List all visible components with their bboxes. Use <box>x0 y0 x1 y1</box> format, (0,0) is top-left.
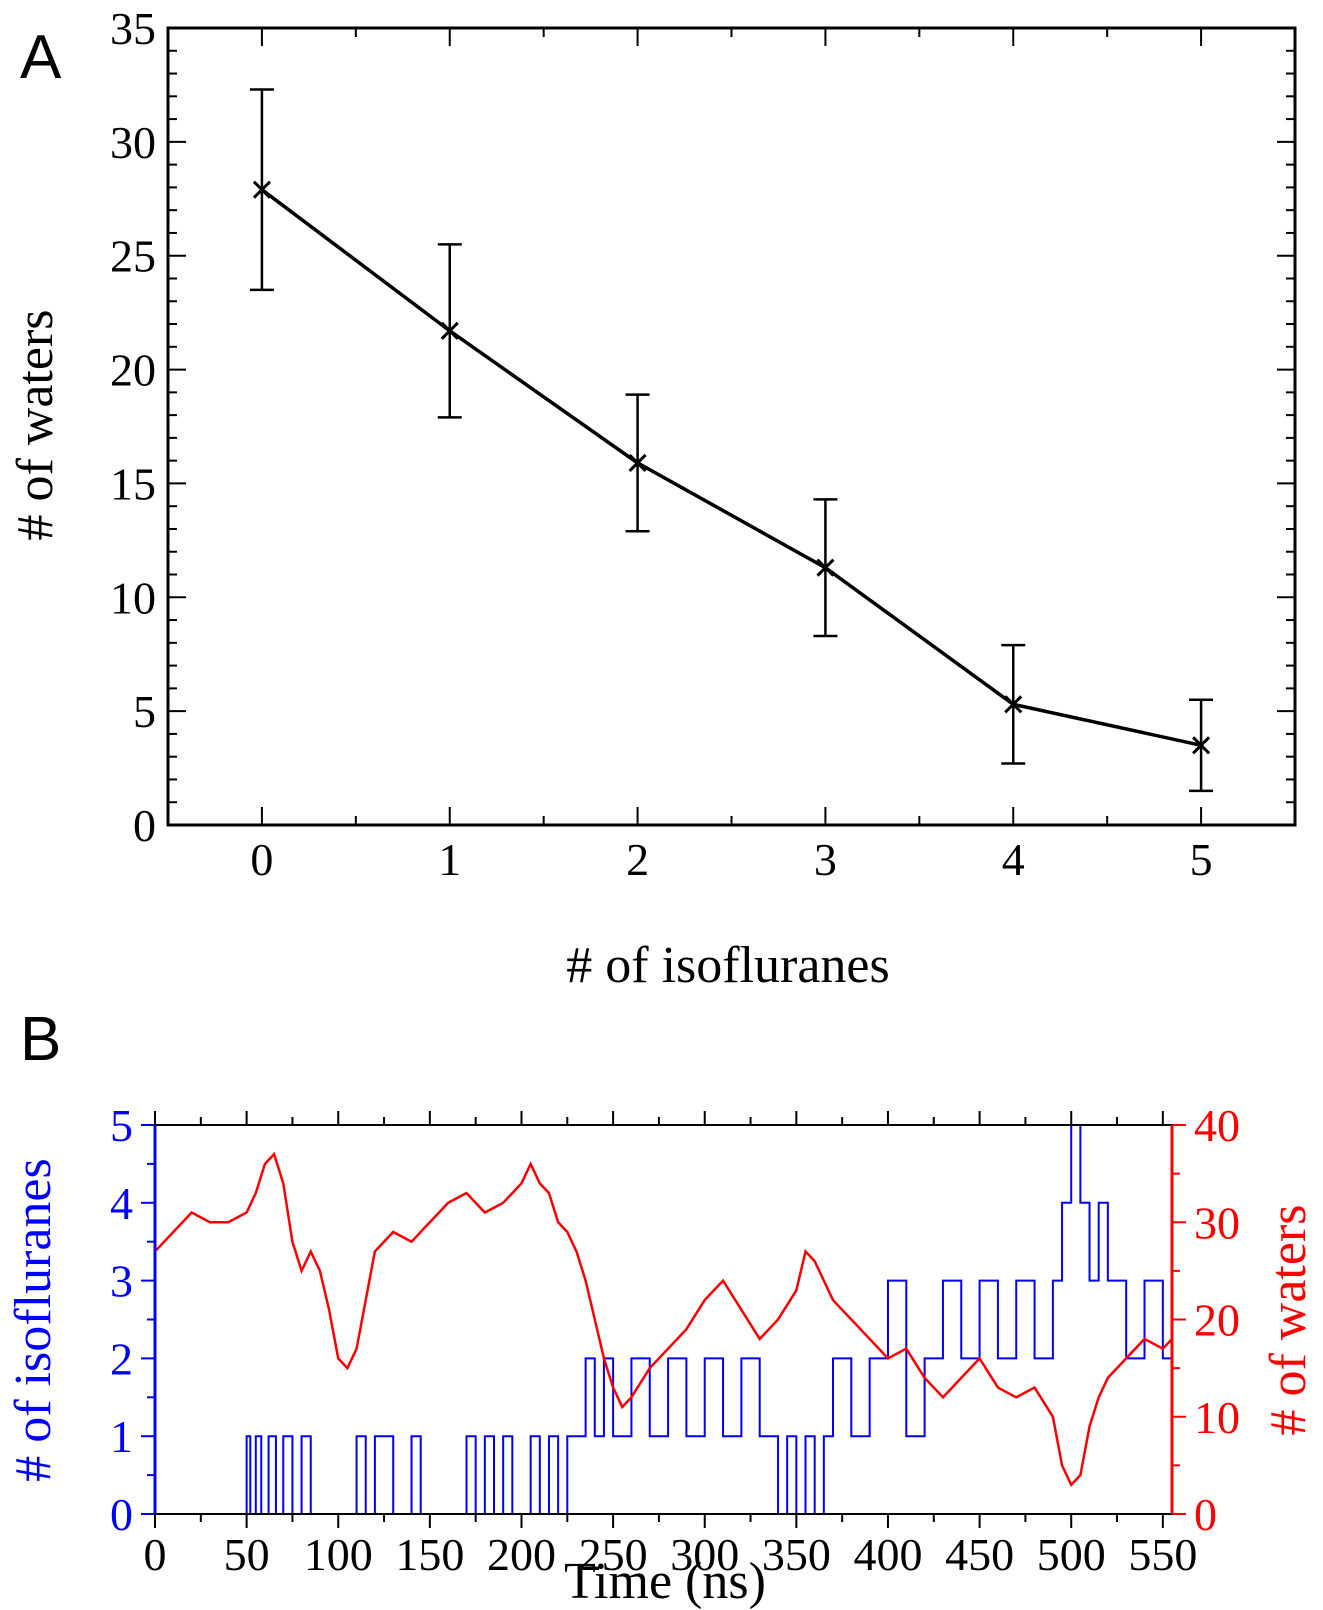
x-tick-label: 3 <box>814 834 837 885</box>
left-y-tick-label: 0 <box>110 1489 133 1540</box>
x-tick-label: 300 <box>670 1529 739 1580</box>
x-tick-label: 1 <box>438 834 461 885</box>
panel-a-ticks: 0 1 2 3 4 5 0 5 10 15 20 25 30 35 <box>110 3 1295 885</box>
right-y-tick-label: 20 <box>1194 1295 1240 1346</box>
water-count-line <box>260 188 1202 748</box>
right-y-tick-label: 30 <box>1194 1197 1240 1248</box>
x-tick-label: 5 <box>1190 834 1213 885</box>
x-tick-label: 400 <box>853 1529 922 1580</box>
y-tick-label: 0 <box>133 800 156 851</box>
x-tick-label: 0 <box>144 1529 167 1580</box>
data-point-marker <box>252 180 271 199</box>
y-tick-label: 25 <box>110 231 156 282</box>
panel-a-label: A <box>20 23 62 92</box>
panel-b-left-axis-title: # of isofluranes <box>5 1158 62 1481</box>
panel-b-x-axis-title: Time (ns) <box>564 1553 766 1610</box>
panel-a-series <box>249 88 1214 793</box>
x-tick-label: 350 <box>762 1529 831 1580</box>
x-tick-label: 0 <box>250 834 273 885</box>
water-count-line <box>154 1151 1173 1488</box>
left-y-tick-label: 3 <box>110 1256 133 1307</box>
isoflurane-count-line <box>155 1124 1173 1515</box>
panel-a-y-axis-title: # of waters <box>7 309 64 540</box>
left-y-tick-label: 2 <box>110 1333 133 1384</box>
panel-b-chart: 0 50 100 150 200 250 300 350 400 450 500 5500123450… <box>5 1100 1317 1610</box>
x-tick-label: 2 <box>626 834 649 885</box>
right-y-tick-label: 10 <box>1194 1392 1240 1443</box>
panel-b-ticks: 0 50 100 150 200 250 300 350 400 450 500 5500123450… <box>110 1100 1240 1580</box>
y-tick-label: 15 <box>110 458 156 509</box>
right-y-tick-label: 40 <box>1194 1100 1240 1151</box>
left-y-tick-label: 4 <box>110 1178 133 1229</box>
x-tick-label: 200 <box>487 1529 556 1580</box>
panel-b-series <box>154 1124 1173 1515</box>
x-tick-label: 250 <box>579 1529 648 1580</box>
panel-a-chart: 0 1 2 3 4 5 0 5 10 15 20 25 30 35 # of isofluranes # … <box>7 3 1297 994</box>
right-y-tick-label: 0 <box>1194 1489 1217 1540</box>
data-point-marker <box>440 321 459 340</box>
panel-b-frame <box>154 1124 1173 1515</box>
panel-a-x-axis-title: # of isofluranes <box>566 937 889 994</box>
panel-b-label: B <box>20 1005 61 1074</box>
y-tick-label: 35 <box>110 3 156 54</box>
x-tick-label: 450 <box>945 1529 1014 1580</box>
panel-a-frame <box>166 26 1297 827</box>
y-tick-label: 5 <box>133 686 156 737</box>
data-point-marker <box>1192 736 1211 755</box>
data-point-marker <box>816 558 835 577</box>
y-tick-label: 10 <box>110 572 156 623</box>
x-tick-label: 50 <box>224 1529 270 1580</box>
x-tick-label: 550 <box>1128 1529 1197 1580</box>
panel-b-right-axis-title: # of waters <box>1260 1204 1317 1435</box>
x-tick-label: 150 <box>395 1529 464 1580</box>
x-tick-label: 500 <box>1037 1529 1106 1580</box>
x-tick-label: 100 <box>304 1529 373 1580</box>
x-tick-label: 4 <box>1002 834 1025 885</box>
data-point-marker <box>1004 695 1023 714</box>
left-y-tick-label: 5 <box>110 1100 133 1151</box>
y-tick-label: 30 <box>110 117 156 168</box>
data-point-marker <box>628 453 647 472</box>
left-y-tick-label: 1 <box>110 1411 133 1462</box>
y-tick-label: 20 <box>110 345 156 396</box>
